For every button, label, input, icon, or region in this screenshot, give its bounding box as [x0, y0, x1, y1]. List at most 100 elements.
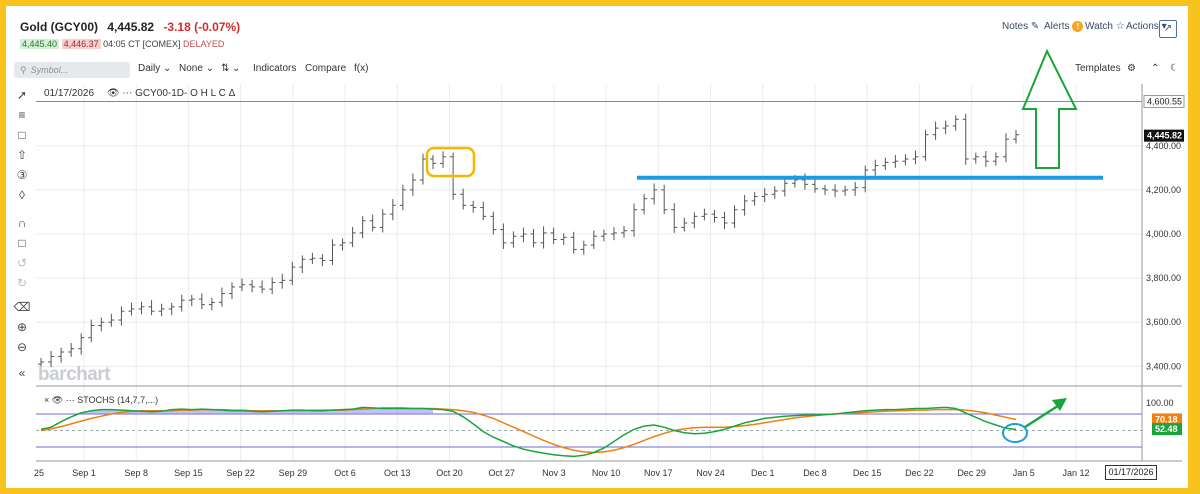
ohlc-bar: [992, 152, 999, 166]
collapse-up-icon[interactable]: ⌃: [1151, 63, 1160, 74]
notes-label: Notes: [1002, 21, 1029, 32]
ohlc-bar: [198, 293, 205, 310]
numbered-marker-icon[interactable]: ③: [16, 168, 28, 182]
ohlc-bar: [369, 214, 376, 232]
ohlc-bar: [620, 226, 627, 238]
pattern-icon[interactable]: ◊: [19, 188, 25, 202]
ohlc-bar: [600, 229, 607, 242]
x-tick-label: Sep 29: [279, 468, 308, 478]
ohlc-bar: [188, 294, 195, 307]
ohlc-bar: [751, 191, 758, 206]
ohlc-bar: [671, 203, 678, 233]
symbol-search-input[interactable]: ⚲ Symbol...: [14, 62, 130, 78]
ohlc-bar: [259, 280, 266, 294]
stoch-k-line: [40, 406, 1017, 458]
zoom-out-icon[interactable]: ⊖: [16, 340, 28, 354]
ohlc-bar: [902, 154, 909, 166]
annotations: [425, 48, 1103, 443]
chart-window: Gold (GCY00) 4,445.82 -3.18 (-0.07%) 4,4…: [6, 6, 1188, 488]
overlay-select[interactable]: None ⌄: [179, 63, 214, 74]
ohlc-bar: [570, 231, 577, 254]
eye-icon[interactable]: 👁: [106, 88, 120, 99]
ohlc-bar: [580, 240, 587, 255]
period-select[interactable]: Daily ⌄: [138, 63, 171, 74]
instrument-header: Gold (GCY00) 4,445.82 -3.18 (-0.07%): [20, 20, 240, 34]
ohlc-bar: [811, 179, 818, 193]
ohlc-bar: [922, 129, 929, 161]
high-price-tag: [1143, 95, 1185, 109]
ohlc-bar: [138, 301, 145, 315]
alerts-button[interactable]: Alerts !: [1044, 21, 1084, 32]
chart-type-button[interactable]: ⇅ ⌄: [221, 63, 241, 74]
ohlc-bar: [430, 155, 437, 170]
more-icon[interactable]: ⋯: [65, 395, 75, 405]
ohlc-bar: [711, 209, 718, 223]
ohlc-bar: [359, 216, 366, 239]
templates-button[interactable]: Templates: [1075, 63, 1121, 74]
ohlc-bar: [912, 150, 919, 165]
ohlc-bar: [118, 306, 125, 326]
quote-time: 04:05 CT [COMEX]: [103, 39, 181, 49]
x-tick-label: Sep 1: [72, 468, 96, 478]
compare-button[interactable]: Compare: [305, 63, 347, 74]
symbol-line: GCY00-1D- O H L C Δ: [135, 88, 236, 99]
gear-icon[interactable]: ⚙: [1127, 63, 1136, 74]
edit-icon: ✎: [1030, 21, 1040, 32]
eye-icon[interactable]: 👁: [51, 395, 64, 405]
ohlc-bar: [78, 333, 85, 355]
trendline-icon[interactable]: ➚: [16, 88, 28, 102]
chevron-down-icon: ⌄: [205, 63, 215, 74]
redo-icon[interactable]: ↻: [16, 276, 28, 290]
ohlc-bar: [58, 347, 65, 363]
chevron-down-icon: ⌄: [163, 63, 172, 74]
ohlc-bar: [218, 287, 225, 307]
watch-button[interactable]: Watch ☆: [1085, 21, 1125, 32]
x-tick-label: Jan 5: [1013, 468, 1035, 478]
indicators-button[interactable]: Indicators: [253, 63, 297, 74]
fib-icon[interactable]: ≡: [18, 108, 26, 122]
zoom-in-icon[interactable]: ⊕: [16, 320, 28, 334]
ohlc-bar: [470, 200, 477, 213]
last-price-label: 4,445.82: [1147, 131, 1182, 141]
ohlc-bar: [691, 212, 698, 229]
function-button[interactable]: f(x): [354, 63, 369, 74]
ohlc-bar: [208, 297, 215, 311]
ohlc-bar: [339, 238, 346, 251]
lock-icon[interactable]: □: [18, 236, 26, 250]
ohlc-bar: [590, 230, 597, 249]
ohlc-bar: [822, 184, 829, 195]
moon-icon[interactable]: ☾: [1170, 63, 1179, 74]
search-icon: ⚲: [20, 65, 27, 75]
ohlc-bar: [882, 157, 889, 171]
close-icon[interactable]: ×: [44, 395, 50, 405]
ohlc-bar: [530, 228, 537, 248]
more-icon[interactable]: ⋯: [122, 88, 133, 99]
date-flag: 01/17/2026: [1105, 465, 1157, 480]
notes-button[interactable]: Notes ✎: [1002, 21, 1039, 32]
stoch-d-tag: [1152, 413, 1182, 426]
magnet-icon[interactable]: ∩: [17, 216, 27, 230]
star-icon: ☆: [1115, 21, 1125, 32]
ask-price: 4,446.37: [61, 39, 101, 49]
rectangle-icon[interactable]: □: [18, 128, 26, 142]
ohlc-bar: [148, 300, 155, 316]
trash-icon[interactable]: ⌫: [13, 300, 31, 314]
x-tick-label: Nov 24: [696, 468, 725, 478]
ohlc-bar: [299, 255, 306, 274]
ohlc-bar: [490, 211, 497, 235]
alert-badge-icon: !: [1072, 21, 1084, 32]
ohlc-bar: [982, 151, 989, 167]
last-price: 4,445.82: [107, 20, 155, 34]
up-arrow-annotation: [1021, 48, 1078, 169]
collapse-left-icon[interactable]: «: [18, 366, 26, 380]
expand-icon[interactable]: ↗: [1159, 20, 1177, 38]
ohlc-bar: [389, 198, 396, 221]
actions-button[interactable]: Actions ▾: [1126, 21, 1167, 32]
y-tick-label: 3,800.00: [1146, 273, 1181, 283]
ohlc-bar: [781, 176, 788, 197]
x-tick-label: Oct 27: [488, 468, 515, 478]
undo-icon[interactable]: ↺: [16, 256, 28, 270]
ohlc-bar: [1013, 130, 1019, 144]
ohlc-bar: [329, 239, 336, 265]
arrow-shape-icon[interactable]: ⇧: [16, 148, 28, 162]
